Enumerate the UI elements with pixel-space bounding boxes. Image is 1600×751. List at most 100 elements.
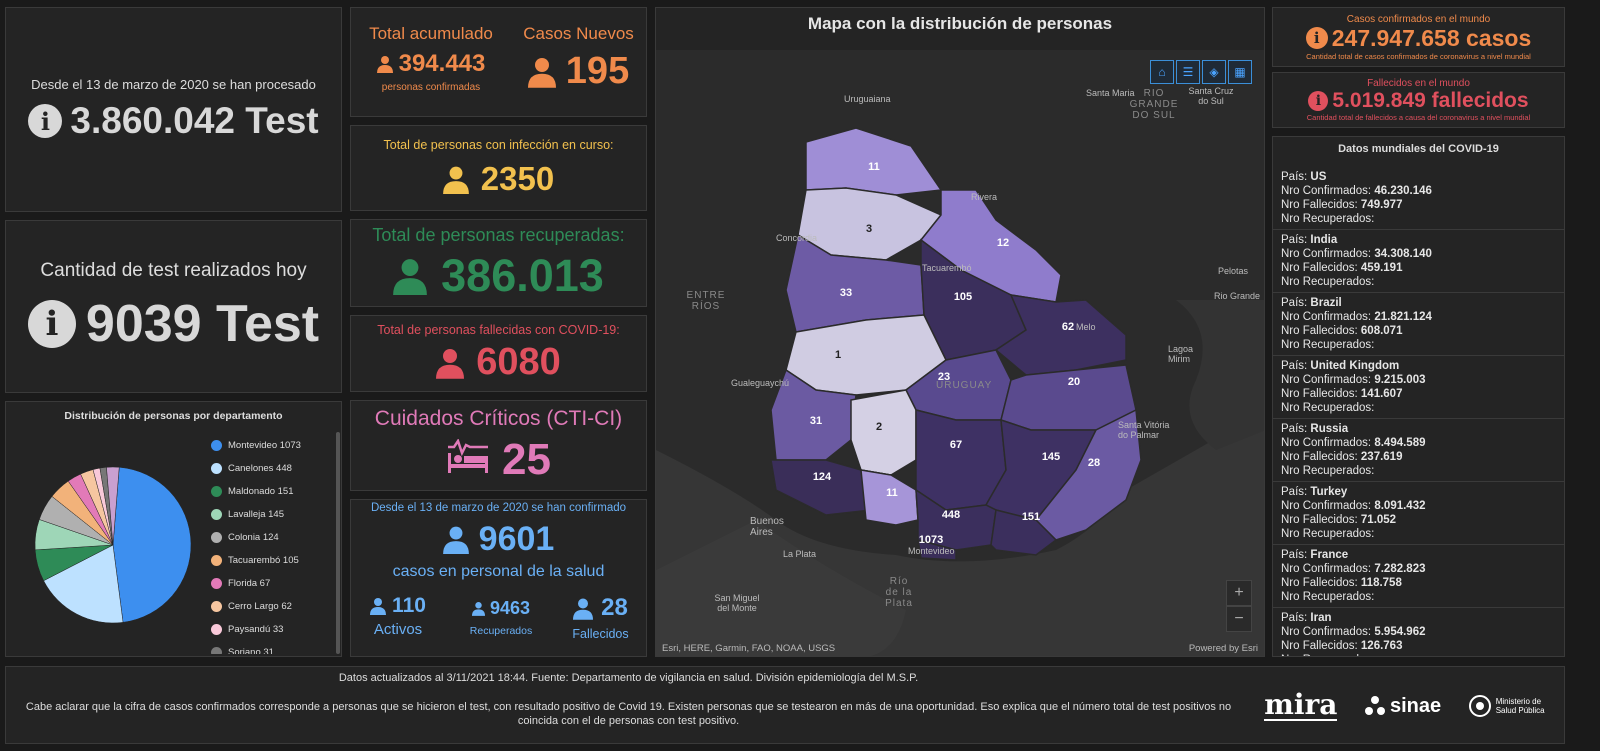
legend-swatch xyxy=(211,486,222,497)
pie-slice-canelones[interactable] xyxy=(43,544,124,624)
legend-item[interactable]: Soriano 31 xyxy=(211,641,326,654)
info-icon[interactable]: i xyxy=(1305,27,1328,49)
country-name: France xyxy=(1310,549,1349,561)
country-confirmed: 7.282.823 xyxy=(1374,563,1426,575)
country-item: País: Russia Nro Confirmados: 8.494.589 Nr… xyxy=(1273,419,1564,482)
country-deaths: 118.758 xyxy=(1360,577,1402,589)
info-icon[interactable]: i xyxy=(1308,91,1329,111)
zoom-in-button[interactable]: + xyxy=(1226,580,1252,606)
zoom-out-button[interactable]: − xyxy=(1226,606,1252,632)
legend-label: Lavalleja 145 xyxy=(228,509,284,520)
legend-item[interactable]: Montevideo 1073 xyxy=(211,434,326,457)
distribution-pie-chart xyxy=(34,466,192,624)
home-icon[interactable]: ⌂ xyxy=(1150,60,1174,84)
map-attribution: Esri, HERE, Garmin, FAO, NOAA, USGS xyxy=(662,643,836,654)
country-item: País: Brazil Nro Confirmados: 21.821.124 N… xyxy=(1273,293,1564,356)
deaths-panel: Total de personas fallecidas con COVID-1… xyxy=(350,315,647,392)
recovered-panel: Total de personas recuperadas: 386.013 xyxy=(350,219,647,307)
country-confirmed: 5.954.962 xyxy=(1374,626,1426,638)
country-name: Russia xyxy=(1310,423,1349,435)
legend-item[interactable]: Colonia 124 xyxy=(211,526,326,549)
country-name: Iran xyxy=(1310,612,1332,624)
map-label-concordia: Concordia xyxy=(776,233,818,243)
legend-item[interactable]: Florida 67 xyxy=(211,572,326,595)
map-canvas[interactable]: 11 3 12 33 105 62 1 23 20 31 2 67 145 28… xyxy=(656,50,1265,657)
dept-value: 23 xyxy=(938,371,950,383)
dept-soriano[interactable] xyxy=(770,368,857,461)
total-accum-value: 394.443 xyxy=(398,50,486,77)
map-powered[interactable]: Powered by Esri xyxy=(1188,643,1258,654)
country-item: País: Turkey Nro Confirmados: 8.091.432 Nr… xyxy=(1273,482,1564,545)
world-deaths-panel: Fallecidos en el mundo i 5.019.849 falle… xyxy=(1272,72,1565,128)
legend-item[interactable]: Maldonado 151 xyxy=(211,480,326,503)
map-label-entre-rios: ENTRE RÍOS xyxy=(686,290,726,312)
legend-swatch xyxy=(211,555,222,566)
dept-flores[interactable] xyxy=(850,389,917,476)
total-accum-label: Total acumulado xyxy=(369,24,493,43)
country-name: Turkey xyxy=(1310,486,1348,498)
country-item: País: United Kingdom Nro Confirmados: 9.2… xyxy=(1273,356,1564,419)
legend-swatch xyxy=(211,578,222,589)
health-fall-value: 28 xyxy=(601,594,628,621)
legend-item[interactable]: Tacuarembó 105 xyxy=(211,549,326,572)
health-sub: casos en personal de la salud xyxy=(392,563,605,580)
distribution-title: Distribución de personas por departament… xyxy=(64,410,283,422)
country-deaths: 608.071 xyxy=(1360,325,1403,337)
legend-scrollbar[interactable] xyxy=(336,432,340,654)
legend-item[interactable]: Cerro Largo 62 xyxy=(211,595,326,618)
map-label-montevideo: Montevideo xyxy=(908,546,955,556)
legend-swatch xyxy=(211,440,222,451)
world-confirmed-value: 247.947.658 casos xyxy=(1331,24,1532,51)
health-since-text: Desde el 13 de marzo de 2020 se han conf… xyxy=(370,502,627,514)
critical-panel: Cuidados Críticos (CTI-CI) 25 xyxy=(350,400,647,491)
legend-item[interactable]: Canelones 448 xyxy=(211,457,326,480)
dept-value: 33 xyxy=(840,287,852,299)
new-cases-label: Casos Nuevos xyxy=(523,24,634,43)
legend-swatch xyxy=(211,601,222,612)
legend-label: Paysandú 33 xyxy=(228,624,284,635)
health-fall-label: Fallecidos xyxy=(572,627,629,641)
health-recup-value: 9463 xyxy=(489,598,531,618)
legend-label: Soriano 31 xyxy=(228,647,274,654)
pie-slice-otros[interactable] xyxy=(106,466,120,546)
layers-icon[interactable]: ◈ xyxy=(1202,60,1226,84)
person-icon xyxy=(573,597,594,620)
qr-icon[interactable]: ▦ xyxy=(1228,60,1252,84)
tests-today-value: 9039 Test xyxy=(85,294,320,353)
legend-swatch xyxy=(211,509,222,520)
dept-value: 31 xyxy=(810,415,822,427)
country-name: United Kingdom xyxy=(1310,360,1400,372)
dept-montevideo[interactable] xyxy=(917,538,957,561)
map-label-santa-maria: Santa Maria xyxy=(1086,88,1135,98)
dept-rocha[interactable] xyxy=(1034,408,1142,541)
info-icon[interactable]: i xyxy=(27,299,76,348)
country-deaths: 237.619 xyxy=(1360,451,1403,463)
footer-note: Cabe aclarar que la cifra de casos confi… xyxy=(25,701,1232,727)
country-confirmed: 9.215.003 xyxy=(1374,374,1426,386)
map-label-santa-cruz: Santa Cruz do Sul xyxy=(1188,86,1234,106)
info-icon[interactable]: i xyxy=(28,104,63,138)
list-icon[interactable]: ☰ xyxy=(1176,60,1200,84)
legend-item[interactable]: Lavalleja 145 xyxy=(211,503,326,526)
tests-since-text: Desde el 13 de marzo de 2020 se han proc… xyxy=(31,77,316,92)
dept-value: 67 xyxy=(950,439,962,451)
health-activos-value: 110 xyxy=(392,594,426,617)
map-panel[interactable]: Mapa con la distribución de personas xyxy=(655,7,1265,657)
legend-item[interactable]: Paysandú 33 xyxy=(211,618,326,641)
dept-value: 2 xyxy=(876,421,882,433)
deaths-value: 6080 xyxy=(476,341,561,383)
total-accum-sub: personas confirmadas xyxy=(381,82,481,93)
world-deaths-value: 5.019.849 fallecidos xyxy=(1332,89,1529,112)
dept-value: 3 xyxy=(866,223,872,235)
country-item: País: France Nro Confirmados: 7.282.823 Nr… xyxy=(1273,545,1564,608)
pie-slice-montevideo[interactable] xyxy=(112,466,192,623)
country-list[interactable]: País: US Nro Confirmados: 46.230.146 Nro F… xyxy=(1273,167,1564,656)
world-list-panel: Datos mundiales del COVID-19 País: US Nro… xyxy=(1272,136,1565,657)
legend-swatch xyxy=(211,624,222,635)
dept-value: 448 xyxy=(942,509,960,521)
dept-cerro-largo[interactable] xyxy=(994,294,1127,376)
map-label-melo: Melo xyxy=(1076,322,1096,332)
footer-logos: mira sinae Ministerio de Salud Pública xyxy=(1251,675,1561,737)
dept-maldonado[interactable] xyxy=(990,509,1058,556)
person-icon xyxy=(527,56,556,88)
